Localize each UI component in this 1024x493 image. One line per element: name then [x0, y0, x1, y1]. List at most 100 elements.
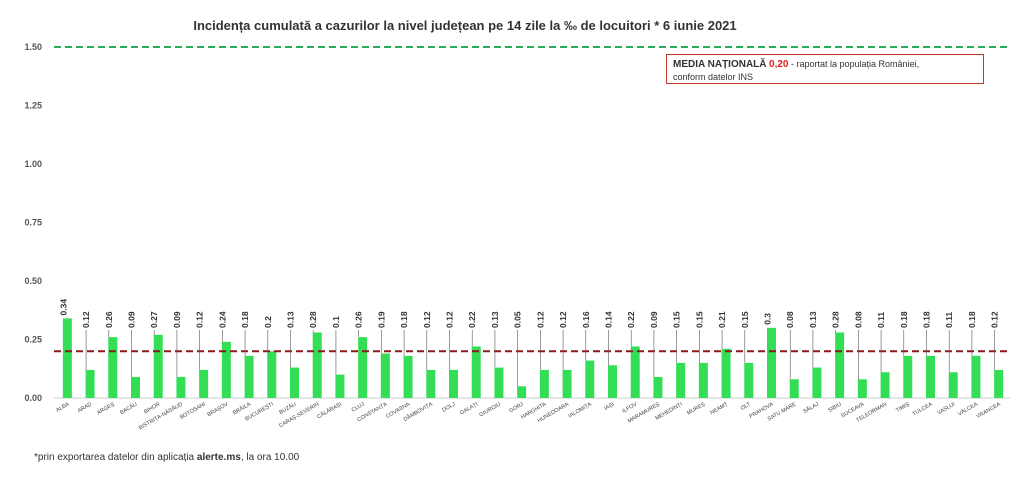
bar: [835, 332, 845, 398]
bar: [199, 369, 209, 398]
bar: [676, 362, 686, 398]
bar: [290, 367, 299, 398]
value-label: 0.18: [922, 311, 932, 328]
bar: [62, 318, 72, 398]
value-label: 0.28: [308, 311, 318, 328]
bar: [767, 327, 776, 398]
value-label: 0.1: [331, 316, 341, 328]
y-tick-label: 1.25: [24, 101, 42, 111]
bar: [358, 337, 368, 398]
value-label: 0.2: [263, 316, 273, 328]
value-label: 0.09: [172, 311, 182, 328]
bar: [267, 351, 277, 398]
bar: [698, 362, 708, 398]
value-label: 0.13: [490, 311, 500, 328]
bar: [653, 376, 663, 398]
category-label: ARGEȘ: [96, 401, 116, 416]
category-label: GORJ: [508, 401, 524, 414]
bar: [880, 372, 890, 398]
bar: [857, 379, 867, 398]
bar: [971, 355, 981, 398]
category-label: BOTOȘANI: [179, 401, 207, 421]
bar: [176, 376, 186, 398]
bar: [380, 353, 390, 398]
value-label: 0.12: [990, 311, 1000, 328]
bar: [948, 372, 958, 398]
value-label: 0.08: [853, 311, 863, 328]
value-label: 0.12: [81, 311, 91, 328]
national-average-legend: MEDIA NAȚIONALĂ 0,20 - raportat la popul…: [666, 54, 984, 84]
bar: [562, 369, 572, 398]
category-label: VASLUI: [937, 401, 957, 416]
footnote-prefix: *prin exportarea datelor din aplicația: [34, 452, 197, 463]
value-label: 0.18: [899, 311, 909, 328]
value-label: 0.34: [58, 299, 68, 316]
value-label: 0.24: [217, 311, 227, 328]
category-label: IAȘI: [603, 401, 615, 412]
bar: [221, 341, 231, 398]
legend-rest-text: - raportat la populația României,: [788, 59, 920, 69]
bar: [539, 369, 549, 398]
bar: [426, 369, 436, 398]
category-label: ILFOV: [621, 401, 638, 414]
y-tick-label: 1.00: [24, 159, 42, 169]
value-label: 0.26: [104, 311, 114, 328]
category-label: ARAD: [77, 402, 93, 415]
bar: [85, 369, 95, 398]
value-label: 0.12: [535, 311, 545, 328]
bar: [403, 355, 413, 398]
category-label: CĂLĂRAȘI: [316, 400, 343, 420]
bar: [517, 386, 527, 398]
value-label: 0.13: [808, 311, 818, 328]
bar: [903, 355, 913, 398]
value-label: 0.16: [581, 311, 591, 328]
footnote-app: alerte.ms: [196, 452, 241, 463]
value-label: 0.18: [967, 311, 977, 328]
bar: [471, 346, 481, 398]
value-label: 0.22: [467, 311, 477, 328]
value-label: 0.15: [740, 311, 750, 328]
value-label: 0.11: [876, 312, 886, 328]
value-label: 0.12: [558, 311, 568, 328]
value-label: 0.11: [944, 312, 954, 328]
category-label: NEAMȚ: [709, 401, 729, 416]
category-label: OLT: [740, 401, 752, 412]
bar: [585, 360, 595, 398]
category-label: GIURGIU: [479, 402, 502, 419]
category-label: DOLJ: [441, 401, 456, 413]
bar: [494, 367, 504, 398]
category-label: CARAȘ-SEVERIN: [278, 402, 320, 430]
category-label: MUREȘ: [686, 401, 706, 416]
value-label: 0.09: [649, 311, 659, 328]
legend-bold-text: MEDIA NAȚIONALĂ: [673, 59, 767, 70]
value-label: 0.19: [376, 311, 386, 328]
category-label: BRAȘOV: [206, 401, 229, 418]
y-tick-label: 0.75: [24, 218, 42, 228]
category-label: TULCEA: [912, 401, 934, 417]
bar: [449, 369, 458, 398]
category-label: VRANCEA: [976, 401, 1002, 420]
category-label: SIBIU: [827, 402, 842, 414]
bar: [108, 337, 118, 398]
bar: [744, 362, 754, 398]
value-label: 0.05: [513, 311, 523, 328]
value-label: 0.12: [445, 311, 455, 328]
value-label: 0.27: [149, 311, 159, 328]
value-label: 0.12: [195, 311, 205, 328]
category-label: ALBA: [55, 401, 70, 413]
value-label: 0.15: [672, 311, 682, 328]
legend-average-value: 0,20: [769, 59, 789, 70]
bar: [244, 355, 254, 398]
value-label: 0.13: [286, 311, 296, 328]
category-label: BISTRIȚA-NĂSĂUD: [138, 401, 184, 432]
bar: [721, 348, 731, 398]
bar: [994, 369, 1004, 398]
category-label: IALOMIȚA: [568, 401, 594, 419]
value-label: 0.14: [604, 311, 614, 328]
bar: [335, 374, 345, 398]
value-label: 0.28: [831, 311, 841, 328]
legend-line2: conform datelor INS: [673, 72, 754, 82]
category-label: SĂLAJ: [802, 401, 820, 416]
category-label: GALAȚI: [459, 401, 479, 416]
